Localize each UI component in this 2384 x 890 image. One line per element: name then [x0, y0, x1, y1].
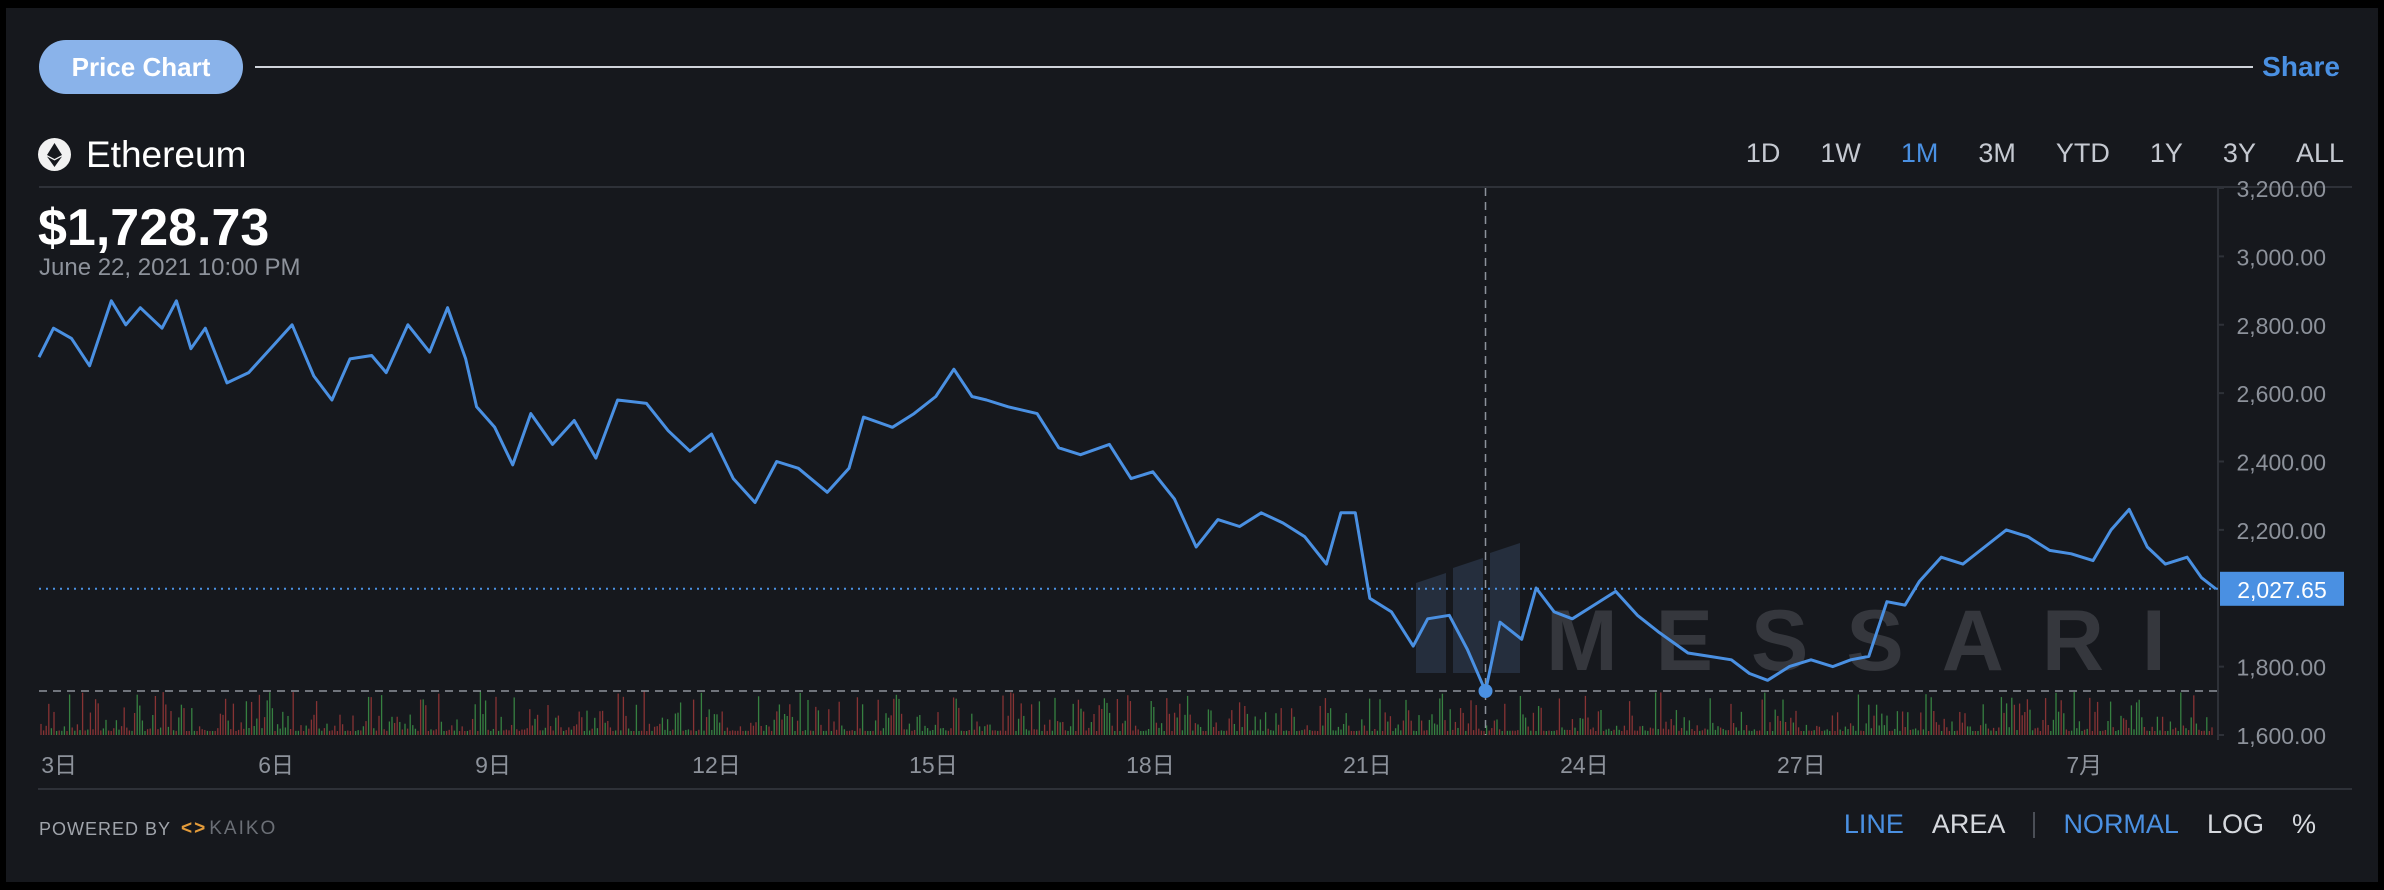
asset-name: Ethereum	[86, 134, 247, 175]
y-tick-label: 2,200.00	[2236, 518, 2326, 544]
range-1d[interactable]: 1D	[1745, 138, 1781, 168]
x-tick-label: 21日	[1343, 752, 1392, 778]
range-ytd[interactable]: YTD	[2055, 138, 2110, 168]
ethereum-icon	[38, 138, 71, 171]
mode-log[interactable]: LOG	[2206, 809, 2264, 839]
x-tick-label: 27日	[1777, 752, 1826, 778]
mode-divider	[2033, 811, 2036, 838]
mode-line[interactable]: LINE	[1843, 809, 1904, 839]
y-tick-label: 2,400.00	[2236, 450, 2326, 476]
current-price-badge	[2220, 571, 2344, 606]
price-chart-tab[interactable]: Price Chart	[39, 40, 243, 94]
kaiko-label: KAIKO	[209, 818, 278, 839]
y-tick-label: 3,200.00	[2236, 176, 2326, 202]
x-tick-label: 18日	[1126, 752, 1175, 778]
y-tick-label: 3,000.00	[2236, 244, 2326, 270]
x-tick-label: 3日	[41, 752, 77, 778]
range-3y[interactable]: 3Y	[2222, 138, 2256, 168]
price-line	[37, 299, 2217, 693]
chart-mode-selector: LINE AREA NORMAL LOG %	[1816, 809, 2316, 840]
share-button[interactable]: Share	[2262, 51, 2340, 82]
hover-date: June 22, 2021 10:00 PM	[39, 254, 301, 281]
kaiko-icon: <>	[181, 818, 208, 839]
range-1m[interactable]: 1M	[1900, 138, 1939, 168]
powered-by-label: POWERED BY	[39, 818, 172, 839]
hover-marker	[1478, 683, 1493, 698]
x-tick-label: 7月	[2066, 752, 2102, 778]
x-tick-label: 9日	[475, 752, 511, 778]
y-tick-label: 2,800.00	[2236, 313, 2326, 339]
mode-area[interactable]: AREA	[1931, 809, 2006, 839]
y-tick-label: 1,600.00	[2236, 723, 2326, 749]
x-tick-label: 15日	[909, 752, 958, 778]
powered-by: POWERED BY <> KAIKO	[39, 818, 277, 840]
messari-logo-bar	[1416, 573, 1446, 673]
range-1w[interactable]: 1W	[1820, 138, 1861, 168]
x-tick-label: 24日	[1560, 752, 1609, 778]
hover-price: $1,728.73	[38, 199, 270, 257]
price-chart-panel: Price Chart Share Ethereum 1D 1W 1M 3M Y…	[6, 8, 2378, 882]
messari-logo-bar	[1453, 558, 1483, 673]
x-tick-label: 12日	[692, 752, 741, 778]
current-price-label: 2,027.65	[2237, 577, 2327, 603]
range-1y[interactable]: 1Y	[2149, 138, 2183, 168]
header-divider	[255, 66, 2253, 68]
price-chart[interactable]: MESSARI 3,200.00 3,000.00 2,800.00 2,600.00 2…	[6, 8, 2378, 882]
range-all[interactable]: ALL	[2295, 138, 2344, 168]
time-range-selector: 1D 1W 1M 3M YTD 1Y 3Y ALL	[1706, 138, 2344, 169]
messari-watermark: MESSARI	[1546, 593, 2204, 689]
y-tick-label: 1,800.00	[2236, 655, 2326, 681]
y-tick-label: 2,600.00	[2236, 381, 2326, 407]
footer-divider	[38, 788, 2352, 790]
kaiko-logo[interactable]: <> KAIKO	[181, 818, 277, 840]
x-tick-label: 6日	[258, 752, 294, 778]
mode-normal[interactable]: NORMAL	[2063, 809, 2179, 839]
mode-percent[interactable]: %	[2291, 809, 2316, 839]
range-3m[interactable]: 3M	[1978, 138, 2016, 168]
